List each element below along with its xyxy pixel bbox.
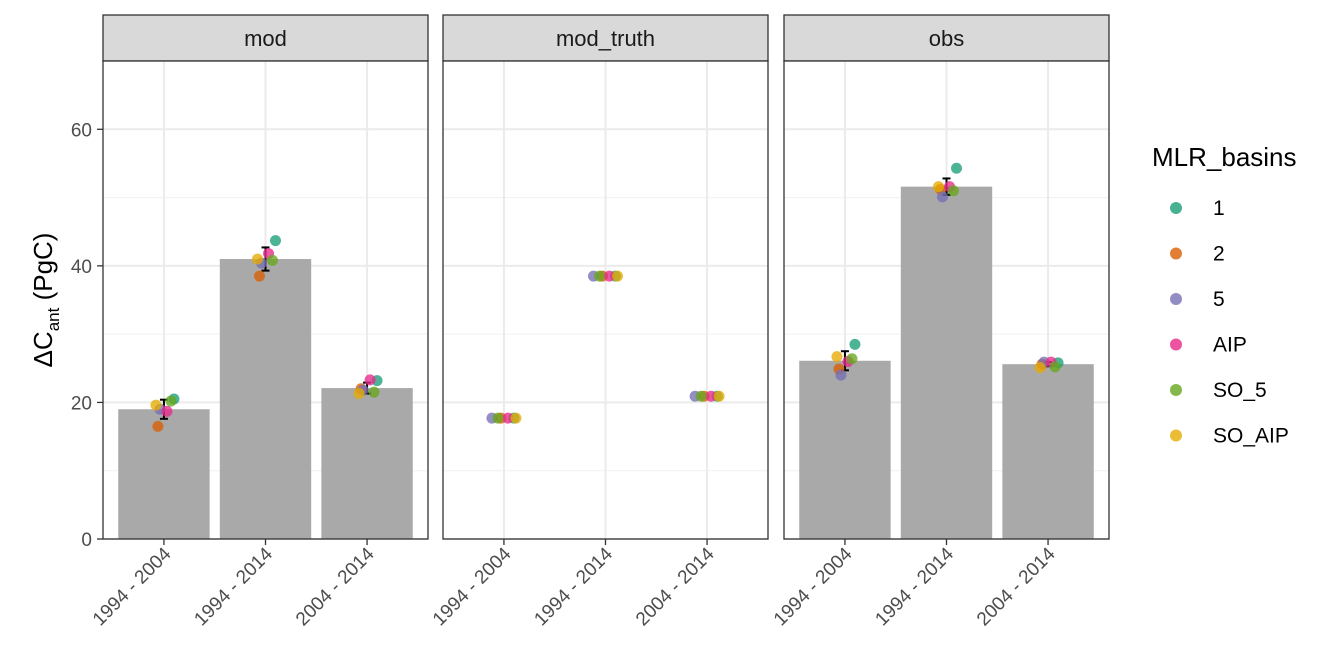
- legend-label: 1: [1213, 197, 1225, 220]
- x-tick-label: 1994 - 2014: [871, 543, 958, 630]
- data-point: [368, 386, 380, 398]
- legend-item: 5: [1170, 288, 1225, 311]
- bar: [900, 186, 993, 539]
- data-point: [948, 185, 959, 197]
- y-tick-label: 60: [71, 120, 92, 141]
- data-point: [254, 270, 265, 282]
- bar: [219, 259, 312, 539]
- x-tick-label: 1994 - 2014: [190, 543, 277, 630]
- x-tick-label: 1994 - 2014: [530, 543, 617, 630]
- data-point: [846, 353, 858, 365]
- x-tick-label: 1994 - 2004: [89, 543, 176, 630]
- data-point: [937, 191, 948, 203]
- data-point: [695, 390, 707, 402]
- data-point: [267, 254, 278, 266]
- panel-strip: [442, 14, 769, 62]
- bar: [1002, 364, 1094, 539]
- panel-title: mod_truth: [556, 26, 655, 51]
- data-point: [1034, 362, 1046, 374]
- data-point: [252, 253, 263, 265]
- data-point: [150, 399, 162, 411]
- panel-mod: mod 1994 - 2004 1994 - 2014 2004 - 2014: [89, 14, 429, 630]
- y-axis-label-main: ΔC: [28, 331, 58, 367]
- panel-strip: [102, 14, 429, 62]
- legend-label: 2: [1213, 243, 1225, 266]
- data-point: [713, 390, 725, 402]
- data-point: [835, 369, 847, 381]
- y-tick-label: 40: [71, 257, 92, 278]
- data-point: [951, 162, 962, 174]
- data-point: [270, 235, 281, 247]
- panel-mod_truth: mod_truth 1994 - 2004 1994 - 2014 2004 - 20…: [429, 14, 769, 630]
- bar: [118, 409, 210, 539]
- data-point: [165, 395, 177, 407]
- legend-key: [1170, 247, 1182, 260]
- y-axis: 0 20 40 60: [71, 120, 103, 551]
- legend-key: [1170, 384, 1182, 396]
- legend-label: SO_5: [1213, 379, 1267, 402]
- data-point: [612, 270, 623, 282]
- data-point: [705, 390, 717, 402]
- legend-label: SO_AIP: [1213, 425, 1289, 448]
- panel-title: obs: [929, 26, 964, 51]
- data-point: [933, 181, 944, 193]
- y-tick-label: 0: [81, 530, 92, 551]
- panel-obs: obs 1994 - 2004 1994 - 2014 2004 - 2014: [770, 14, 1110, 630]
- legend-label: 5: [1213, 288, 1225, 311]
- y-axis-label: ΔCant (PgC): [28, 233, 63, 368]
- data-point: [161, 405, 173, 417]
- bar: [799, 360, 891, 539]
- data-point: [849, 338, 861, 350]
- legend: MLR_basins 1 2 5 AIP SO_5 SO_AIP: [1152, 142, 1297, 448]
- legend-key: [1170, 429, 1182, 442]
- x-tick-label: 2004 - 2014: [292, 543, 379, 630]
- data-point: [152, 420, 164, 432]
- data-point: [1049, 361, 1061, 373]
- x-tick-label: 2004 - 2014: [973, 543, 1060, 630]
- panel-title: mod: [244, 26, 287, 51]
- panel-strip: [783, 14, 1110, 62]
- data-point: [604, 270, 615, 282]
- data-point: [510, 412, 522, 424]
- legend-label: AIP: [1213, 334, 1247, 357]
- legend-item: AIP: [1170, 334, 1247, 357]
- legend-key: [1170, 293, 1182, 305]
- bar: [321, 388, 413, 539]
- data-point: [594, 270, 605, 282]
- x-tick-label: 1994 - 2004: [429, 543, 516, 630]
- x-tick-label: 1994 - 2004: [770, 543, 857, 630]
- legend-item: SO_AIP: [1170, 425, 1289, 448]
- data-point: [353, 388, 365, 400]
- data-point: [831, 351, 843, 363]
- legend-item: 1: [1170, 197, 1225, 220]
- legend-key: [1170, 338, 1182, 351]
- legend-key: [1170, 202, 1182, 214]
- legend-title: MLR_basins: [1152, 142, 1297, 172]
- y-axis-label-unit: (PgC): [28, 233, 58, 308]
- y-tick-label: 20: [71, 393, 92, 414]
- data-point: [364, 374, 376, 386]
- data-point: [492, 412, 504, 424]
- y-axis-label-sub: ant: [44, 307, 63, 331]
- legend-item: SO_5: [1170, 379, 1267, 402]
- legend-item: 2: [1170, 243, 1225, 266]
- x-tick-label: 2004 - 2014: [632, 543, 719, 630]
- data-point: [502, 412, 514, 424]
